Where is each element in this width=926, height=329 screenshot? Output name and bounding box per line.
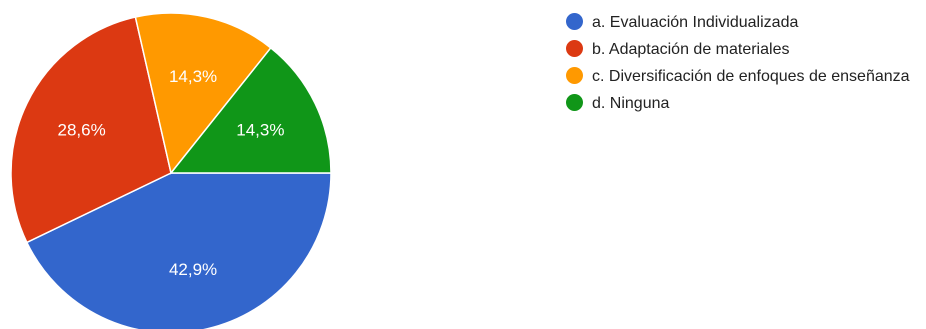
pie-slice-adaptacion[interactable] bbox=[10, 16, 172, 244]
legend-label: d. Ninguna bbox=[592, 95, 670, 112]
pie-slice-adaptacion-label: 28,6% bbox=[58, 120, 106, 139]
pie-slice-evaluacion-label: 42,9% bbox=[169, 260, 217, 279]
legend-item-ninguna[interactable]: d. Ninguna bbox=[566, 93, 916, 115]
legend-swatch-icon bbox=[566, 13, 583, 30]
pie-slice-diversificacion[interactable] bbox=[134, 12, 272, 175]
legend-item-evaluacion[interactable]: a. Evaluación Individualizada bbox=[566, 12, 916, 34]
legend-swatch-icon bbox=[566, 94, 583, 111]
pie-slice-diversificacion-label: 14,3% bbox=[169, 67, 217, 86]
chart-legend: a. Evaluación Individualizada b. Adaptac… bbox=[566, 12, 916, 120]
pie-slices bbox=[10, 12, 332, 329]
legend-item-adaptacion[interactable]: b. Adaptación de materiales bbox=[566, 39, 916, 61]
legend-swatch-icon bbox=[566, 67, 583, 84]
legend-label: a. Evaluación Individualizada bbox=[592, 14, 799, 31]
pie-slice-ninguna-label: 14,3% bbox=[236, 120, 284, 139]
pie-slice-labels: 42,9% 28,6% 14,3% 14,3% bbox=[58, 67, 285, 279]
legend-label: c. Diversificación de enfoques de enseña… bbox=[592, 68, 910, 85]
legend-label: b. Adaptación de materiales bbox=[592, 41, 790, 58]
legend-item-diversificacion[interactable]: c. Diversificación de enfoques de enseña… bbox=[566, 66, 916, 88]
pie-slice-ninguna[interactable] bbox=[169, 46, 332, 174]
legend-swatch-icon bbox=[566, 40, 583, 57]
